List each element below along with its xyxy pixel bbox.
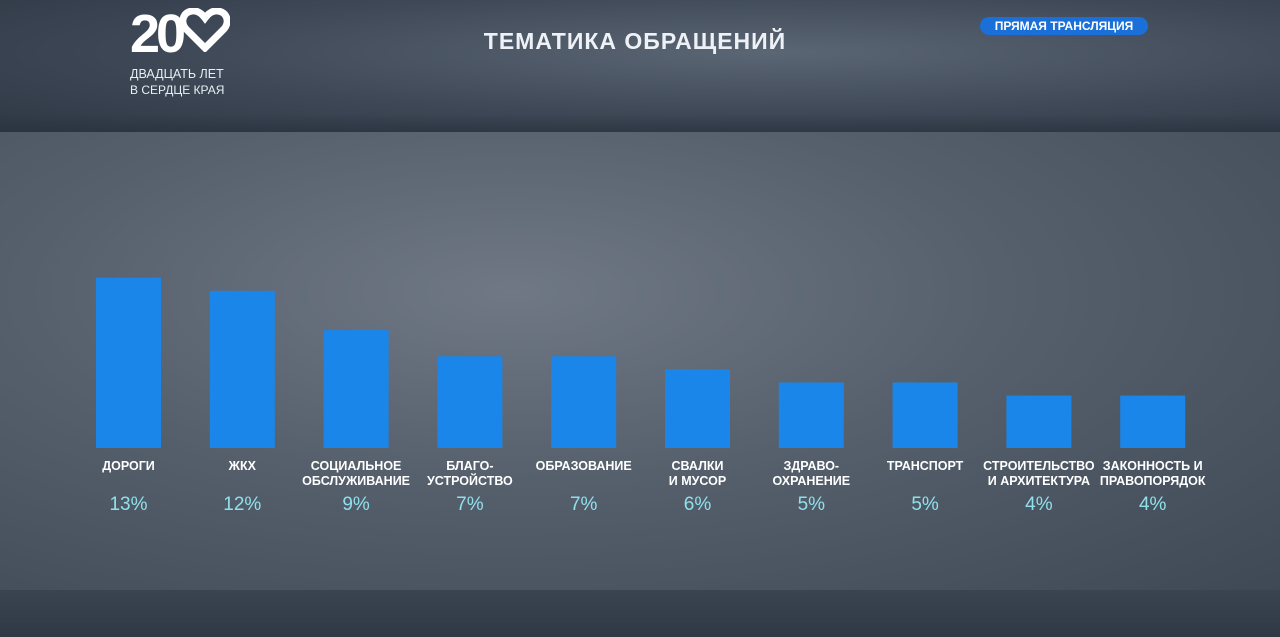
- category-label: УСТРОЙСТВО: [427, 473, 513, 488]
- category-label: И АРХИТЕКТУРА: [988, 474, 1090, 488]
- value-label: 5%: [911, 494, 939, 515]
- value-label: 5%: [798, 494, 826, 515]
- footer-band: [0, 590, 1280, 637]
- category-label: ЗАКОННОСТЬ И: [1103, 459, 1203, 473]
- category-label: ОХРАНЕНИЕ: [773, 474, 851, 488]
- category-label: СОЦИАЛЬНОЕ: [311, 459, 402, 473]
- value-label: 7%: [570, 494, 598, 515]
- category-label: ОБРАЗОВАНИЕ: [536, 459, 632, 473]
- category-label: БЛАГО-: [446, 459, 493, 473]
- value-label: 13%: [109, 494, 147, 515]
- category-label: ДОРОГИ: [102, 459, 155, 473]
- value-label: 12%: [223, 494, 261, 515]
- channel-logo: 20 ДВАДЦАТЬ ЛЕТ В СЕРДЦЕ КРАЯ: [130, 4, 240, 98]
- bar-3: [323, 330, 389, 448]
- bar-5: [551, 356, 617, 448]
- logo-tagline-line1: ДВАДЦАТЬ ЛЕТ: [130, 67, 224, 81]
- bar-2: [209, 290, 275, 448]
- value-label: 4%: [1139, 494, 1167, 515]
- bar-10: [1120, 395, 1186, 448]
- bar-9: [1006, 395, 1072, 448]
- bar-8: [892, 382, 958, 448]
- bar-7: [778, 382, 844, 448]
- category-label: ЖКХ: [228, 459, 257, 473]
- category-label: ПРАВОПОРЯДОК: [1100, 474, 1206, 488]
- category-label: ЗДРАВО-: [783, 459, 839, 473]
- live-broadcast-badge: ПРЯМАЯ ТРАНСЛЯЦИЯ: [980, 17, 1148, 35]
- page-title: ТЕМАТИКА ОБРАЩЕНИЙ: [483, 28, 787, 54]
- value-label: 4%: [1025, 494, 1053, 515]
- category-label: ОБСЛУЖИВАНИЕ: [302, 474, 410, 488]
- category-label: И МУСОР: [669, 474, 726, 488]
- heart-icon: [180, 8, 230, 52]
- bar-1: [96, 277, 161, 448]
- category-label: ТРАНСПОРТ: [887, 459, 964, 473]
- logo-number: 20: [130, 4, 186, 64]
- category-label: СТРОИТЕЛЬСТВО: [983, 459, 1095, 473]
- logo-tagline-line2: В СЕРДЦЕ КРАЯ: [130, 83, 225, 97]
- value-label: 9%: [342, 494, 370, 515]
- bar-6: [665, 369, 730, 448]
- value-label: 7%: [456, 494, 484, 515]
- bar-4: [437, 356, 503, 448]
- category-label: СВАЛКИ: [672, 459, 724, 473]
- value-label: 6%: [684, 494, 712, 515]
